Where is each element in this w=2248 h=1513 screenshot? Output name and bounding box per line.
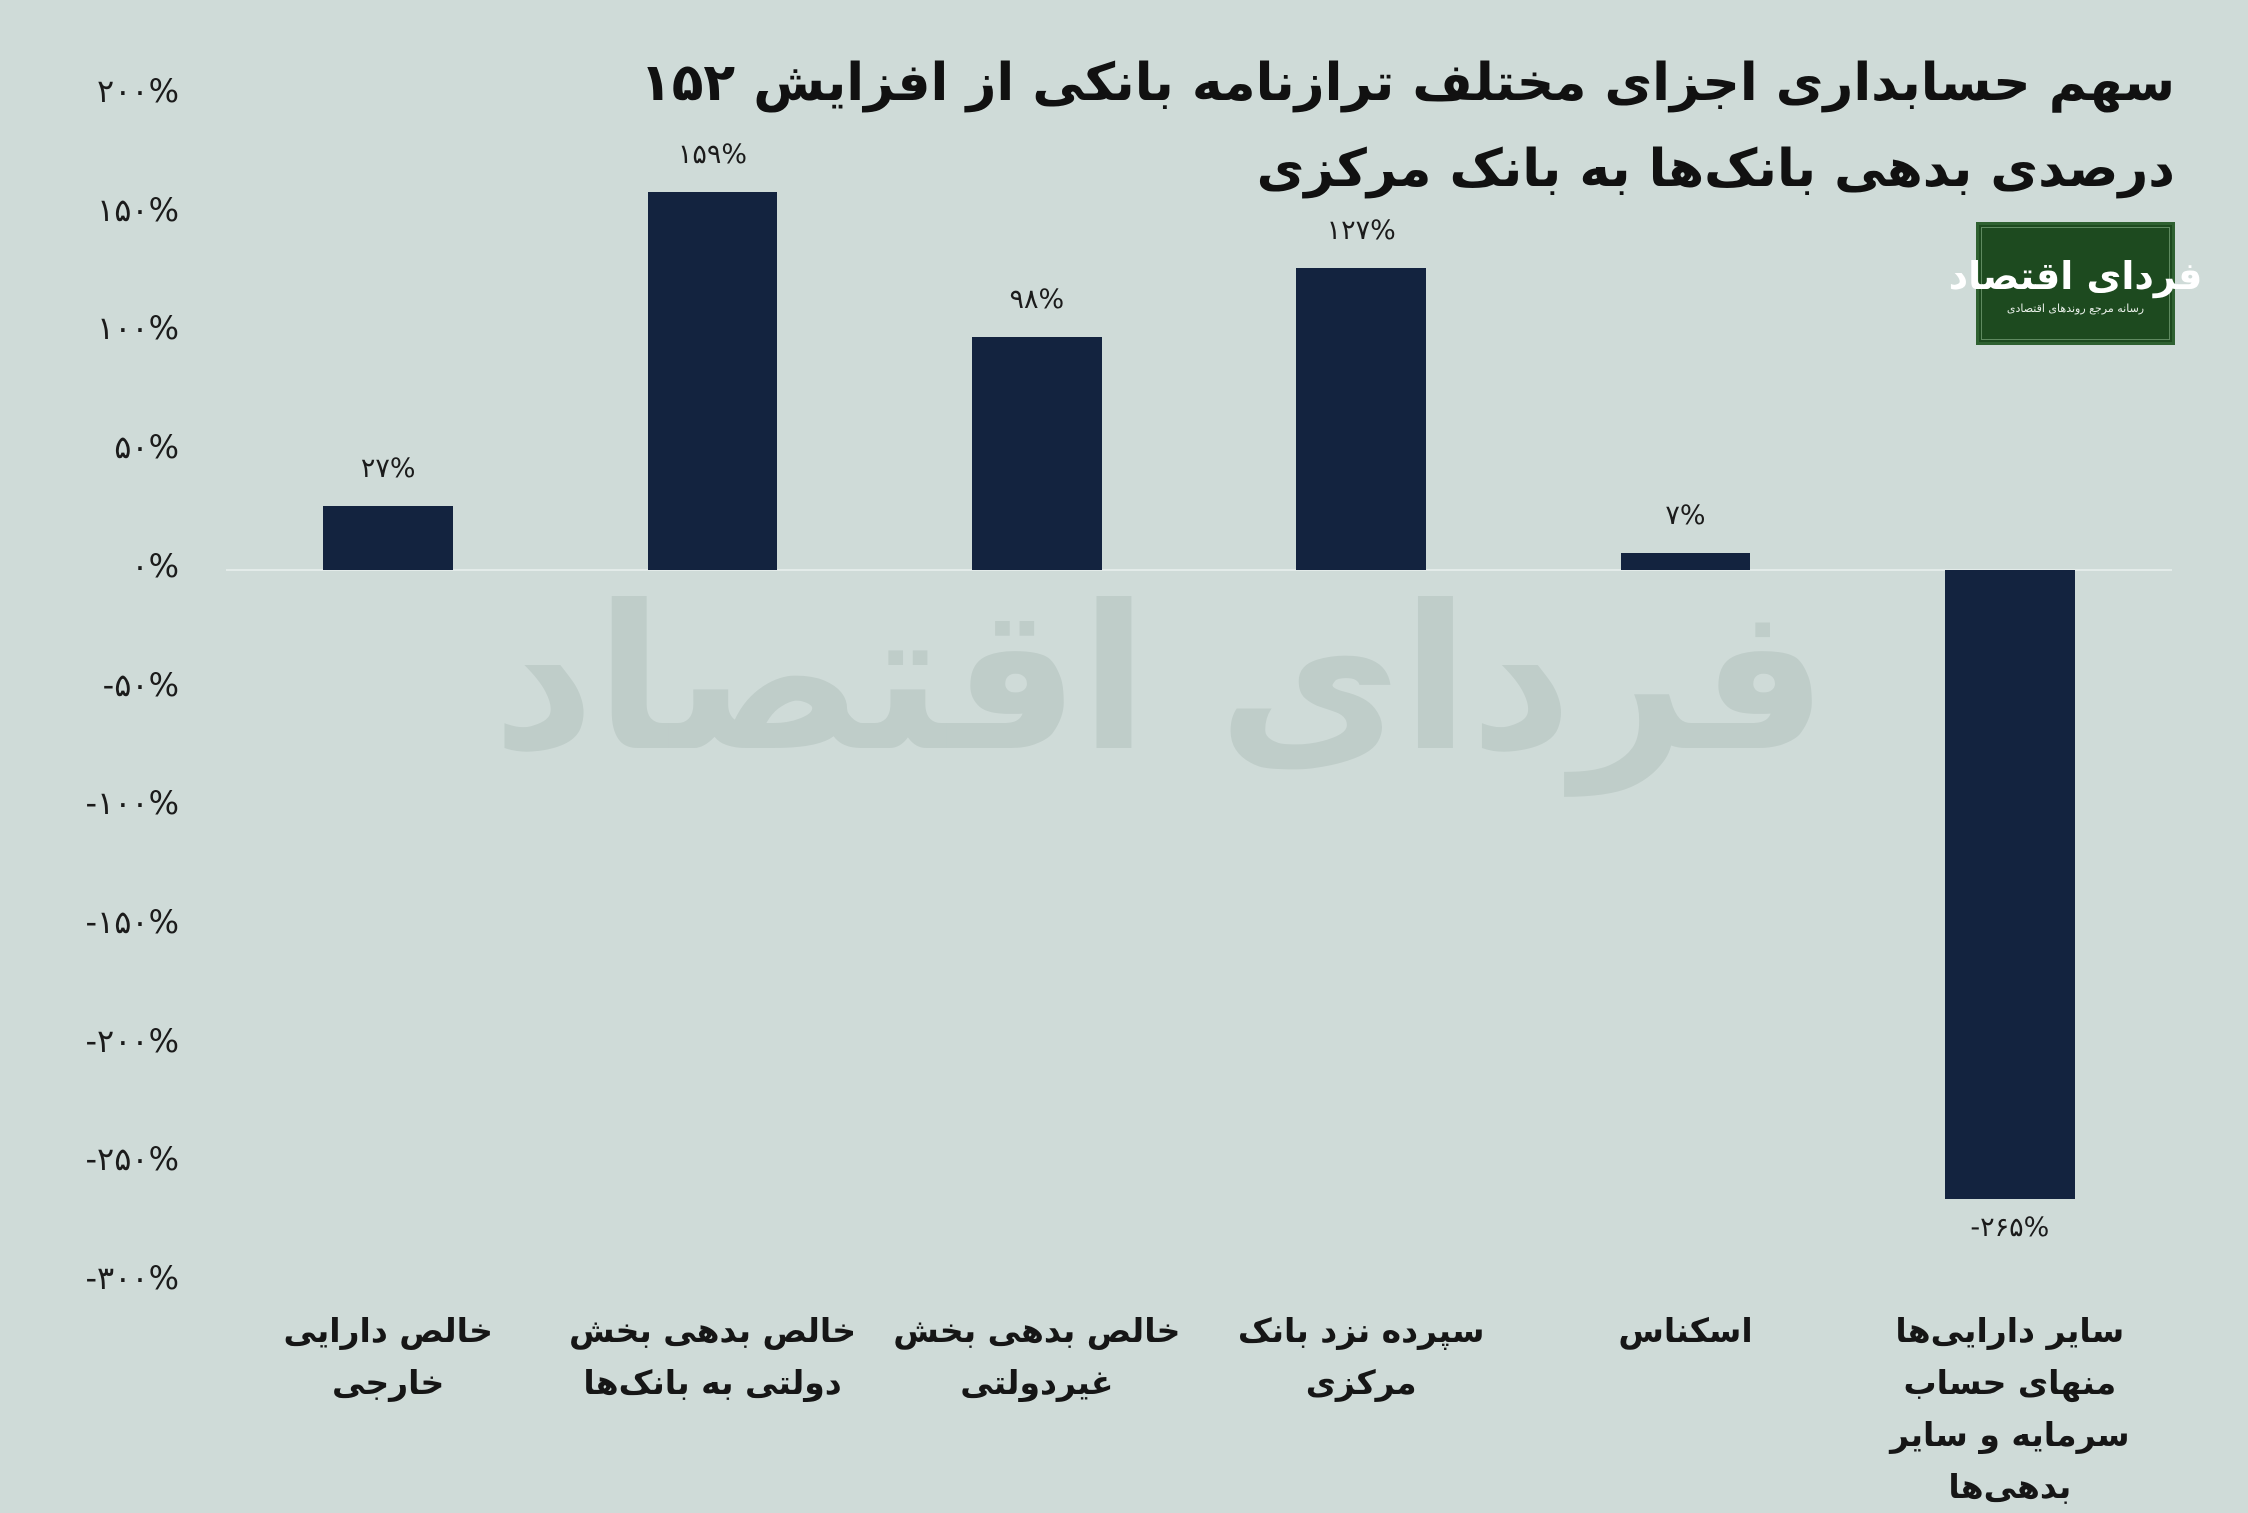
- bar: [1944, 569, 2075, 1199]
- data-label: ۷%: [1665, 500, 1706, 532]
- bar: [1620, 553, 1751, 570]
- y-tick-label: ۲۰۰%: [97, 72, 179, 110]
- y-tick-label: -۱۵۰%: [85, 902, 179, 941]
- y-tick-label: -۲۰۰%: [85, 1021, 179, 1060]
- bar: [323, 505, 454, 570]
- y-tick-label: -۱۰۰%: [85, 784, 179, 823]
- data-label: ۱۲۷%: [1326, 215, 1396, 247]
- y-tick-label: -۳۰۰%: [85, 1259, 179, 1297]
- bar: [647, 192, 778, 570]
- chart-title: سهم حسابداری اجزای مختلف ترازنامه بانکی …: [639, 53, 2175, 199]
- data-label: ۲۷%: [360, 452, 416, 484]
- bar: [971, 337, 1102, 570]
- zero-baseline: [226, 568, 2172, 571]
- y-tick-label: ۰%: [131, 546, 179, 585]
- x-tick-label: سایر دارایی‌ها منهای حساب سرمایه و سایر …: [1890, 1311, 2130, 1506]
- data-label: ۹۸%: [1009, 284, 1065, 316]
- x-tick-label: خالص دارایی خارجی: [283, 1311, 493, 1402]
- logo-tagline: رسانه مرجع روندهای اقتصادی: [2006, 301, 2145, 315]
- x-tick-label: سپرده نزد بانک مرکزی: [1237, 1311, 1485, 1402]
- x-tick-label: اسکناس: [1618, 1311, 1753, 1350]
- logo-name: فردای اقتصاد: [1948, 253, 2203, 298]
- y-tick-label: ۱۰۰%: [97, 309, 179, 348]
- watermark: فردای اقتصاد: [492, 563, 1828, 796]
- y-tick-label: -۵۰%: [102, 665, 179, 704]
- y-tick-label: ۱۵۰%: [97, 190, 179, 229]
- y-tick-label: ۵۰%: [114, 428, 179, 467]
- bar: [1296, 268, 1427, 570]
- y-tick-label: -۲۵۰%: [85, 1140, 179, 1179]
- data-label: ۱۵۹%: [677, 139, 748, 171]
- x-tick-label: خالص بدهی بخش دولتی به بانک‌ها: [568, 1311, 857, 1402]
- data-label: -۲۶۵%: [1970, 1211, 2050, 1243]
- x-tick-label: خالص بدهی بخش غیردولتی: [893, 1311, 1181, 1402]
- brand-logo: فردای اقتصاد رسانه مرجع روندهای اقتصادی: [1949, 222, 2202, 345]
